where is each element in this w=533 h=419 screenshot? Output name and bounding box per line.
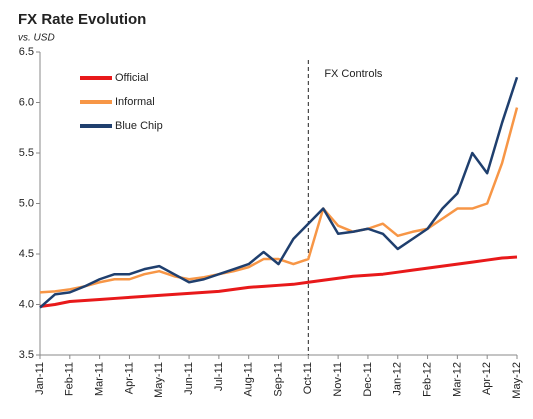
x-tick-label: Jul-11 [213,362,225,391]
x-tick-label: Apr-11 [123,362,135,394]
x-tick-label: Feb-11 [64,362,76,396]
y-tick-label: 3.5 [19,349,34,361]
legend-label: Informal [115,96,155,108]
y-tick-label: 4.5 [19,248,34,260]
legend-label: Blue Chip [115,120,163,132]
y-tick-label: 4.0 [19,298,34,310]
legend-label: Official [115,72,148,84]
x-tick-label: Nov-11 [332,362,344,397]
x-tick-label: Aug-11 [243,362,255,397]
x-tick-label: Jan-11 [34,362,46,395]
y-tick-label: 5.5 [19,147,34,159]
x-tick-label: May-11 [153,362,165,398]
x-tick-label: Mar-12 [451,362,463,397]
x-tick-label: Jun-11 [183,362,195,395]
x-tick-label: Mar-11 [94,362,106,396]
series-line [39,107,519,294]
y-tick-label: 6.0 [19,96,34,108]
x-tick-label: May-12 [511,362,523,399]
x-tick-label: Jan-12 [392,362,404,396]
series-line [39,255,518,309]
x-tick-label: Feb-12 [421,362,433,397]
y-tick-label: 6.5 [19,46,34,58]
chart-title: FX Rate Evolution [18,11,146,28]
x-tick-label: Sep-11 [272,362,284,397]
chart-subtitle: vs. USD [18,33,55,44]
series-line [39,76,519,309]
x-tick-label: Apr-12 [481,362,493,395]
x-tick-label: Oct-11 [302,362,314,394]
x-tick-label: Dec-11 [362,362,374,397]
y-tick-label: 5.0 [19,197,34,209]
annotation: FX Controls [324,68,383,80]
